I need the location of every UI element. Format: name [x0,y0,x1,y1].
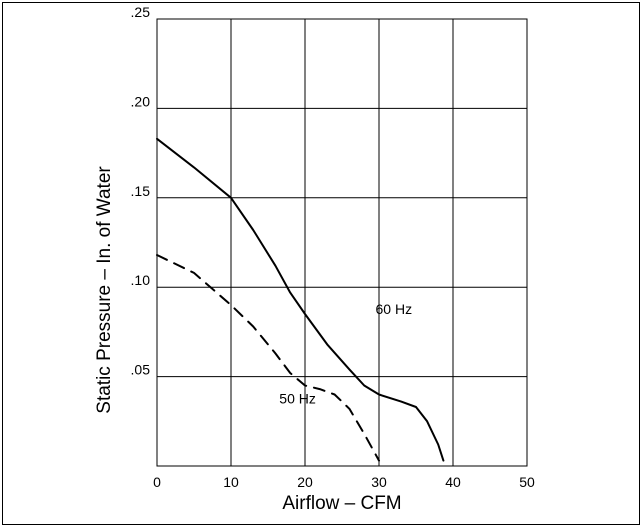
x-axis-title: Airflow – CFM [282,493,401,514]
plot-area [156,18,528,467]
y-axis-title: Static Pressure – In. of Water [94,166,115,414]
y-tick-labels: .05 .10 .15 .20 .25 [131,4,151,378]
chart-frame [2,2,640,525]
y-tick-label: .10 [131,272,151,288]
x-tick-label: 40 [445,474,461,490]
series-layer [156,137,445,462]
x-tick-label: 10 [223,474,239,490]
x-tick-label: 0 [153,474,161,490]
x-tick-label: 50 [519,474,535,490]
y-tick-label: .05 [131,362,151,378]
x-tick-label: 30 [371,474,387,490]
y-tick-label: .20 [131,93,151,109]
y-tick-label: .15 [131,183,151,199]
grid [157,19,527,466]
series-label-50hz: 50 Hz [279,390,316,406]
x-tick-labels: 0 10 20 30 40 50 [153,474,535,490]
series-label-60hz: 60 Hz [376,301,413,317]
series-line-60hz [156,137,445,462]
series-labels: 60 Hz 50 Hz [279,301,412,406]
x-tick-label: 20 [297,474,313,490]
series-line-50hz [156,254,380,462]
y-tick-label: .25 [131,4,151,20]
